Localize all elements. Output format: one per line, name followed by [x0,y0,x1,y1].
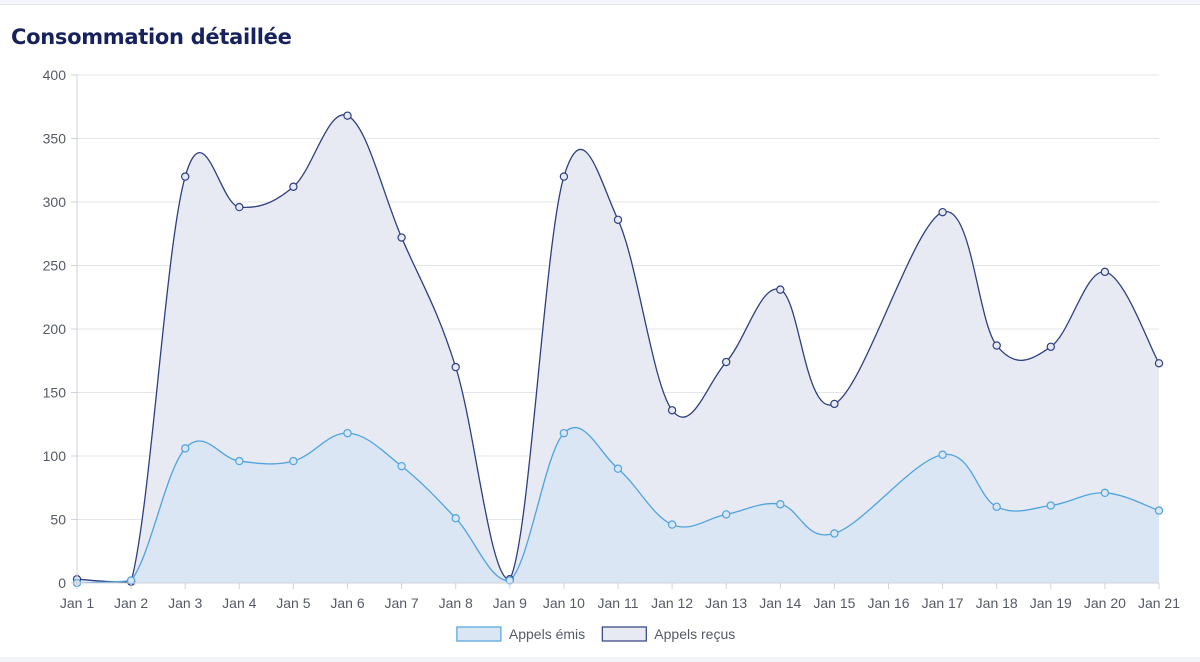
appels-recus-point[interactable] [667,406,677,415]
x-tick-label: Jan 17 [922,595,964,611]
legend-label: Appels émis [509,626,585,642]
x-tick-label: Jan 11 [598,595,639,611]
x-tick-label: Jan 13 [705,595,747,611]
y-tick-label: 150 [43,385,67,401]
x-tick-label: Jan 5 [276,595,310,611]
appels-emis-point[interactable] [451,514,460,523]
appels-recus-point[interactable] [397,233,406,242]
appels-recus-point[interactable] [1046,342,1056,351]
appels-recus-point[interactable] [613,215,623,224]
x-tick-label: Jan 12 [651,595,693,611]
y-tick-label: 200 [43,321,67,337]
x-tick-label: Jan 2 [114,595,148,611]
appels-recus-point[interactable] [1100,267,1110,277]
appels-recus-point[interactable] [559,172,569,181]
legend-swatch [456,626,502,642]
appels-emis-point[interactable] [343,428,352,438]
series-areas [77,114,1159,583]
card-title: Consommation détaillée [11,25,292,49]
y-tick-label: 0 [58,575,66,591]
appels-recus-point[interactable] [289,182,298,191]
x-tick-label: Jan 18 [976,595,1018,611]
x-tick-label: Jan 3 [168,595,202,611]
y-tick-label: 50 [50,512,66,528]
y-tick-label: 350 [43,131,67,147]
legend-swatch [601,626,647,642]
appels-emis-point[interactable] [1046,501,1056,510]
appels-emis-point[interactable] [667,520,677,529]
appels-emis-point[interactable] [613,464,623,473]
appels-recus-point[interactable] [830,399,839,409]
x-tick-label: Jan 10 [543,595,585,611]
x-tick-label: Jan 4 [222,595,256,611]
appels-emis-point[interactable] [1100,488,1110,498]
appels-recus-point[interactable] [235,202,244,212]
appels-recus-point[interactable] [722,357,731,367]
legend-item-appels-recus[interactable]: Appels reçus [601,626,735,642]
x-tick-label: Jan 20 [1084,595,1126,611]
x-tick-label: Jan 21 [1138,595,1180,611]
appels-recus-point[interactable] [1154,359,1164,368]
appels-recus-point[interactable] [776,285,785,294]
y-tick-label: 100 [43,448,67,464]
appels-emis-point[interactable] [180,444,190,453]
legend-label: Appels reçus [654,626,735,642]
axes: 0 50 100 150 200 250 300 350 400 Jan 1 Jan 2 Jan 3 J… [43,67,1181,611]
x-tick-label: Jan 1 [60,595,94,611]
x-tick-label: Jan 19 [1030,595,1072,611]
appels-recus-point[interactable] [343,111,352,120]
x-tick-label: Jan 8 [439,595,473,611]
appels-emis-point[interactable] [559,428,569,438]
y-tick-label: 400 [43,67,67,83]
appels-emis-point[interactable] [830,529,839,538]
appels-emis-point[interactable] [235,456,244,466]
x-tick-label: Jan 7 [384,595,418,611]
appels-recus-point[interactable] [992,341,1001,350]
appels-emis-point[interactable] [992,502,1001,511]
x-tick-label: Jan 16 [867,595,909,611]
appels-emis-point[interactable] [776,500,785,509]
appels-emis-point[interactable] [289,456,298,466]
x-tick-label: Jan 6 [330,595,364,611]
appels-emis-point[interactable] [938,450,947,459]
appels-emis-point[interactable] [1154,506,1164,515]
appels-recus-point[interactable] [938,207,947,217]
x-tick-label: Jan 15 [813,595,855,611]
appels-emis-point[interactable] [722,510,731,519]
appels-emis-point[interactable] [397,461,406,471]
y-tick-label: 250 [43,258,67,274]
legend: Appels émis Appels reçus [456,626,735,642]
x-tick-label: Jan 9 [493,595,527,611]
x-tick-label: Jan 14 [759,595,801,611]
legend-item-appels-emis[interactable]: Appels émis [456,626,585,642]
appels-emis-area [77,427,1159,583]
y-tick-label: 300 [43,194,67,210]
appels-recus-point[interactable] [180,172,190,181]
appels-recus-point[interactable] [451,362,460,372]
